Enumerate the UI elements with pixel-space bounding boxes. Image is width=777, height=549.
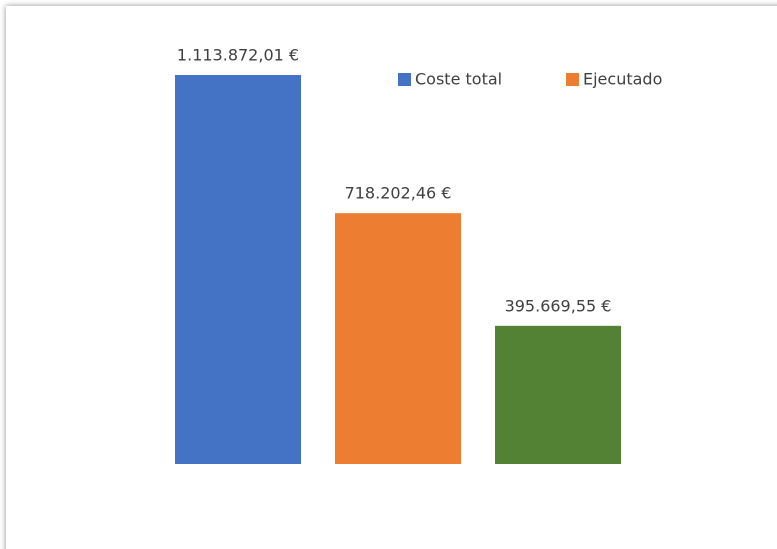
bar <box>335 213 461 464</box>
data-label: 395.669,55 € <box>505 296 612 315</box>
legend-swatch <box>566 73 579 86</box>
data-label: 1.113.872,01 € <box>177 46 299 65</box>
legend-label: Coste total <box>415 70 502 89</box>
bar <box>175 75 301 464</box>
legend-label: Ejecutado <box>583 70 662 89</box>
data-label: 718.202,46 € <box>345 184 452 203</box>
bar <box>495 325 621 464</box>
legend-swatch <box>398 73 411 86</box>
